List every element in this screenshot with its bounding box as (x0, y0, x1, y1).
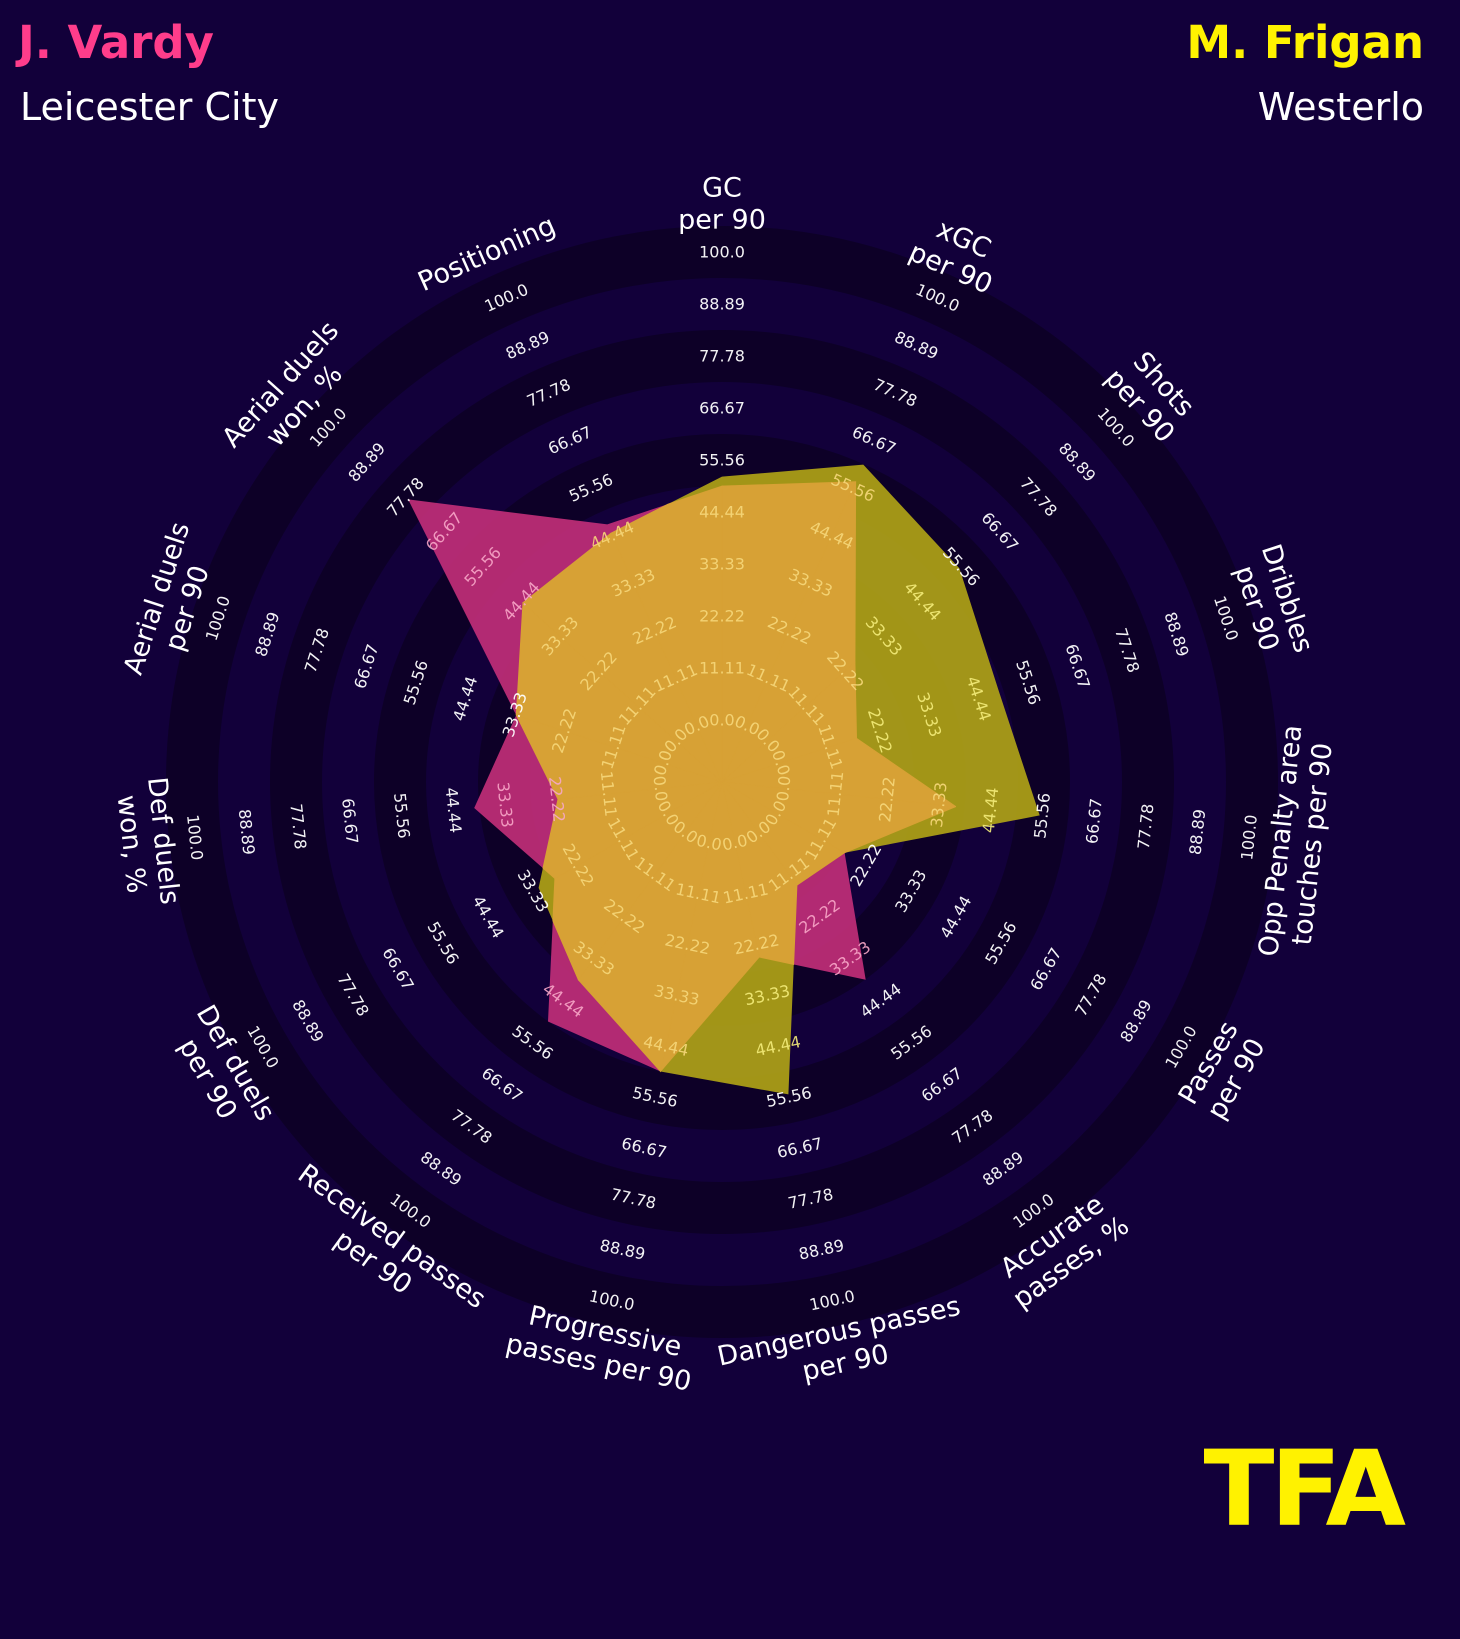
series-overlap (515, 481, 957, 1073)
tick-label: 22.22 (875, 776, 899, 824)
tick-label: 66.67 (338, 797, 362, 845)
tick-label: 100.0 (1237, 814, 1261, 862)
tick-label: 0.0 (650, 775, 672, 802)
category-label-line: GC (702, 173, 742, 204)
tick-label: 88.89 (235, 808, 259, 856)
tick-label: 22.22 (545, 776, 569, 824)
tick-label: 55.56 (699, 451, 745, 470)
tick-label: 0.0 (695, 831, 724, 855)
tick-label: 11.11 (597, 770, 621, 818)
tick-label: 33.33 (927, 781, 951, 829)
tick-label: 0.0 (773, 775, 795, 802)
tick-label: 0.0 (720, 831, 749, 855)
tick-label: 44.44 (699, 503, 745, 522)
tick-label: 77.78 (286, 803, 310, 851)
tick-label: 44.44 (979, 786, 1003, 834)
player1-team: Leicester City (20, 85, 279, 129)
tick-label: 55.56 (390, 792, 414, 840)
tick-label: 88.89 (1186, 808, 1210, 856)
tick-label: 33.33 (493, 781, 517, 829)
tick-label: 100.0 (699, 243, 745, 262)
tick-label: 55.56 (1030, 792, 1054, 840)
tfa-logo: TFA (1203, 1428, 1405, 1550)
tick-label: 11.11 (824, 770, 848, 818)
tick-label: 0.0 (709, 711, 734, 730)
tick-label: 100.0 (183, 814, 207, 862)
player2-team: Westerlo (1258, 85, 1424, 129)
tick-label: 88.89 (699, 295, 745, 314)
tick-label: 77.78 (699, 347, 745, 366)
tick-label: 77.78 (1134, 803, 1158, 851)
overlap-wedge (610, 485, 723, 783)
category-label-line: per 90 (678, 205, 766, 236)
tick-label: 66.67 (1082, 797, 1106, 845)
tick-label: 11.11 (699, 659, 745, 678)
player2-name: M. Frigan (1186, 16, 1424, 69)
player1-name: J. Vardy (15, 16, 214, 69)
tick-label: 66.67 (699, 399, 745, 418)
tick-label: 22.22 (699, 607, 745, 626)
tick-label: 44.44 (442, 786, 466, 834)
tick-label: 33.33 (699, 555, 745, 574)
